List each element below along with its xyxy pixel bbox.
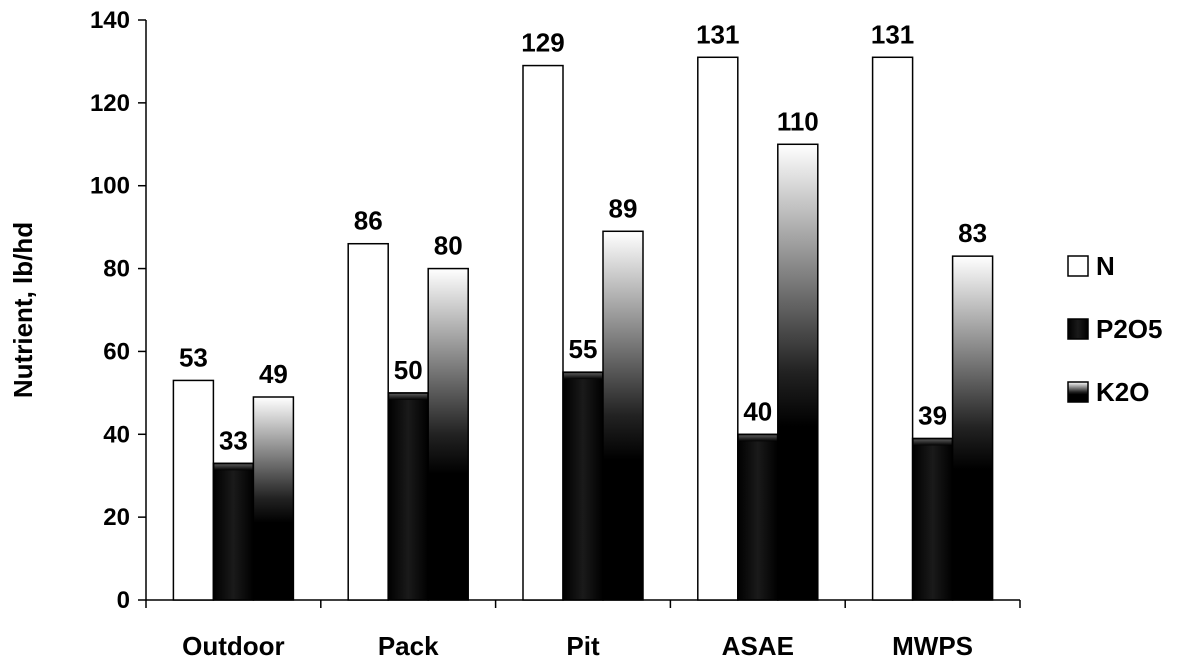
data-label-p2o5-outdoor: 33 [219,425,248,455]
x-category-label: MWPS [892,631,973,661]
data-label-n-mwps: 131 [871,19,914,49]
x-category-label: Outdoor [182,631,285,661]
bar-bevel-asae [738,435,777,442]
bar-p2o5-pack [387,392,429,601]
bar-n-pack [347,242,389,601]
bar-k2o-mwps [951,255,994,601]
legend-swatch-p2o5 [1067,318,1089,340]
bar-n-asae [697,56,739,601]
bar-k2o-pack [427,267,469,601]
bar-k2o-asae [777,143,819,601]
data-label-k2o-mwps: 83 [958,218,987,248]
data-label-p2o5-mwps: 39 [918,400,947,430]
legend-label-n: N [1096,251,1115,281]
legend-label-p2o5: P2O5 [1096,314,1163,344]
data-label-n-pit: 129 [521,28,564,58]
data-label-n-pack: 86 [354,206,383,236]
y-tick-label: 40 [103,421,130,448]
legend-label-k2o: K2O [1096,377,1149,407]
bar-n-outdoor [172,379,215,601]
y-axis-title: Nutrient, lb/hd [8,222,38,398]
bar-n-pit [522,64,564,601]
y-tick-label: 140 [90,7,130,34]
data-label-p2o5-pit: 55 [569,334,598,364]
bar-bevel-mwps [913,439,952,446]
bar-p2o5-asae [737,433,779,601]
plot-area: 0 20 40 60 80 100 120 140 53 33 49 Outdoor 86 50 80 Pac… [90,7,1021,661]
data-label-p2o5-pack: 50 [394,355,423,385]
y-tick-label: 100 [90,173,130,200]
bar-bevel-pack [389,393,428,400]
y-tick-label: 60 [103,338,130,365]
x-category-label: Pit [566,631,600,661]
data-label-k2o-outdoor: 49 [259,359,288,389]
legend-swatch-k2o [1067,381,1089,403]
y-tick-label: 80 [103,256,130,283]
bar-p2o5-pit [562,371,604,601]
data-label-p2o5-asae: 40 [743,396,772,426]
legend: N P2O5 K2O [1067,251,1163,407]
x-category-label: ASAE [722,631,794,661]
bar-p2o5-mwps [911,437,954,601]
data-label-n-outdoor: 53 [179,342,208,372]
data-label-k2o-pit: 89 [609,193,638,223]
bar-k2o-outdoor [252,396,295,601]
bar-bevel-pit [564,373,602,380]
x-category-label: Pack [378,631,439,661]
y-tick-label: 20 [103,504,130,531]
data-label-k2o-pack: 80 [434,231,463,261]
data-label-n-asae: 131 [696,19,739,49]
legend-swatch-n [1067,255,1089,277]
bar-k2o-pit [602,230,644,601]
bar-bevel-outdoor [214,464,253,471]
bar-p2o5-outdoor [212,462,255,601]
bar-n-mwps [871,56,914,601]
y-tick-label: 0 [117,587,130,614]
data-label-k2o-asae: 110 [777,106,819,136]
y-tick-label: 120 [90,90,130,117]
